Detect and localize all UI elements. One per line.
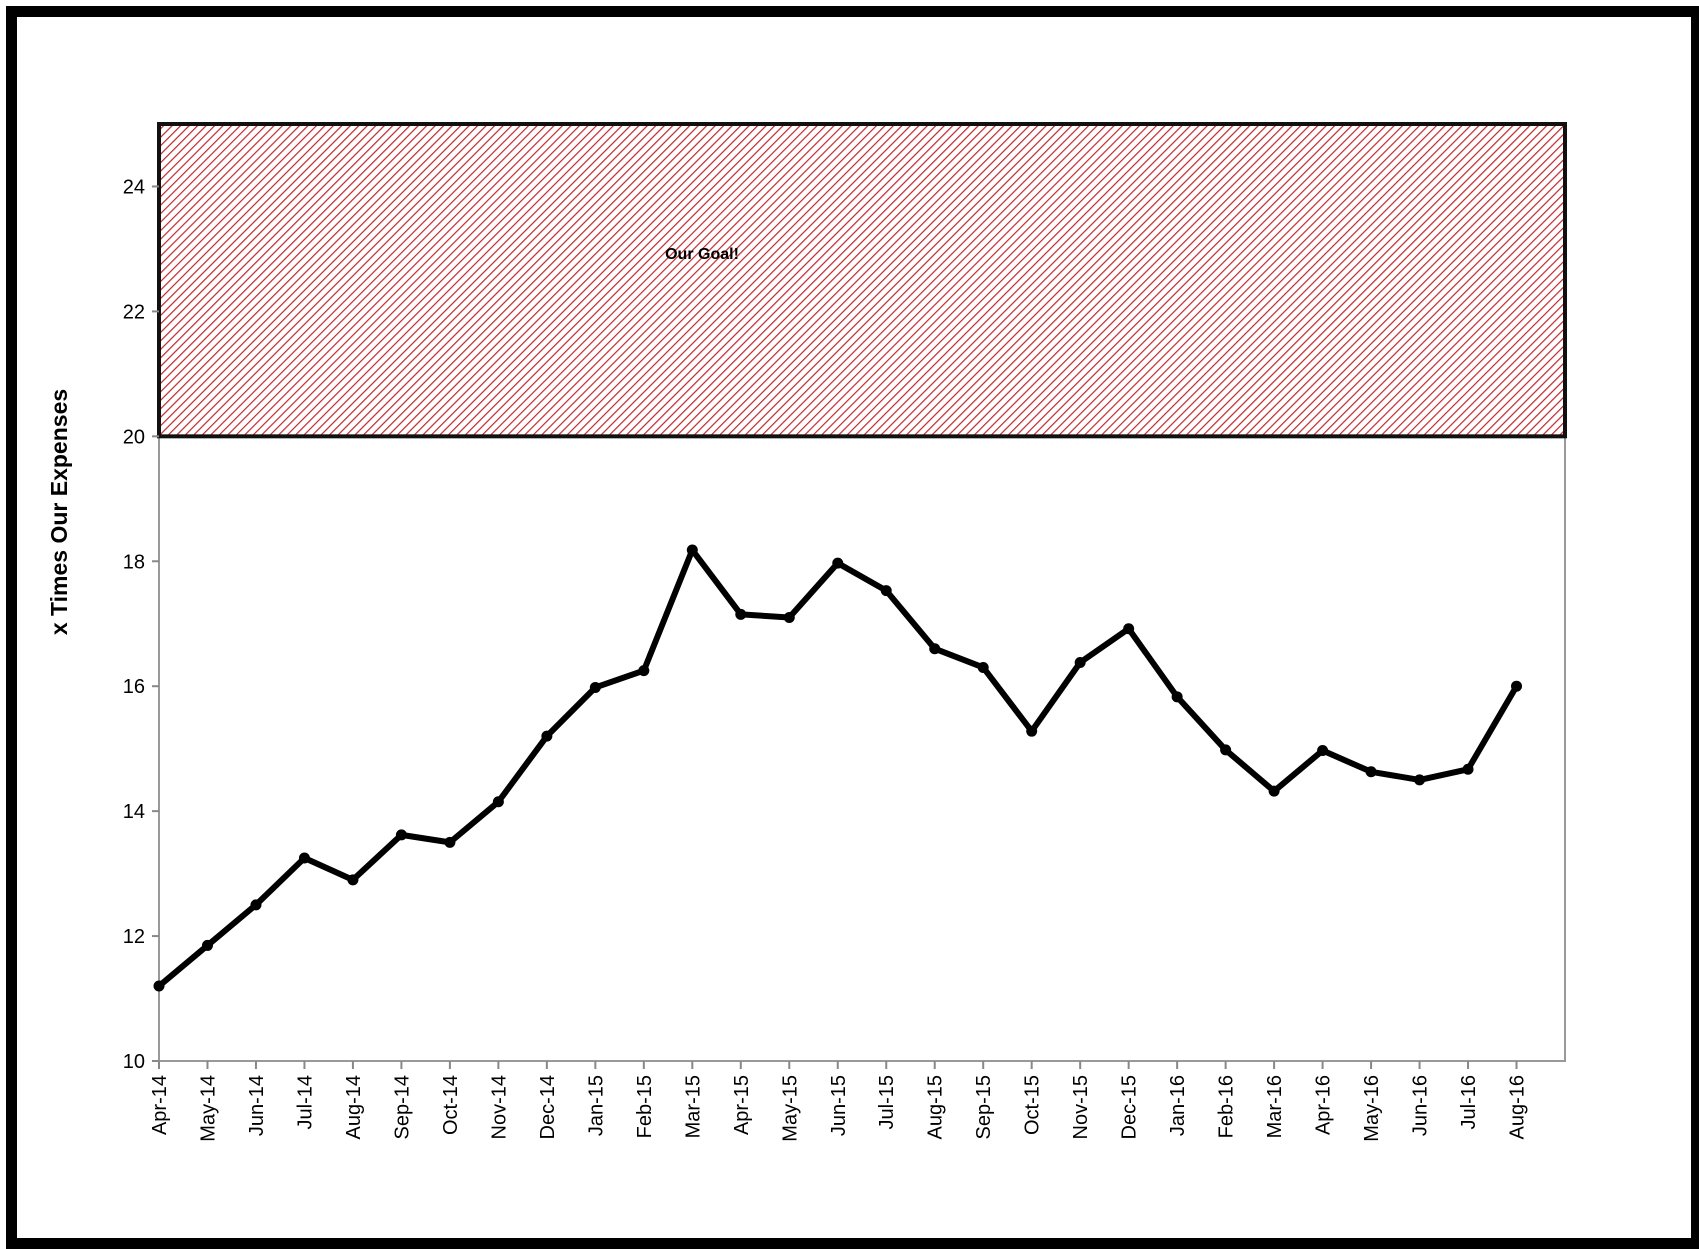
x-tick-label: Aug-14 bbox=[343, 1075, 365, 1140]
x-tick-label: Jan-16 bbox=[1167, 1075, 1189, 1136]
goal-band bbox=[157, 122, 1567, 439]
x-tick-label: Jun-14 bbox=[246, 1075, 268, 1136]
y-axis: 10 12 14 16 18 20 22 24 bbox=[123, 176, 159, 1073]
x-tick-label: Sep-15 bbox=[973, 1075, 995, 1140]
data-point bbox=[735, 608, 747, 620]
data-point bbox=[1511, 680, 1523, 692]
data-point bbox=[1074, 656, 1086, 668]
data-point bbox=[1462, 763, 1474, 775]
x-tick-label: Jun-16 bbox=[1410, 1075, 1432, 1136]
x-tick-label: Oct-14 bbox=[440, 1075, 462, 1135]
data-point bbox=[589, 681, 601, 693]
x-tick-label: Apr-15 bbox=[731, 1075, 753, 1135]
data-point bbox=[1317, 745, 1329, 757]
data-point bbox=[444, 836, 456, 848]
x-tick-label: Dec-15 bbox=[1119, 1075, 1141, 1139]
y-axis-title: x Times Our Expenses bbox=[46, 389, 72, 635]
x-tick-label: Sep-14 bbox=[391, 1075, 413, 1140]
x-tick-label: Apr-14 bbox=[149, 1075, 171, 1135]
data-point bbox=[395, 829, 407, 841]
x-tick-label: Jul-14 bbox=[294, 1075, 316, 1129]
data-point bbox=[1123, 623, 1135, 635]
data-point bbox=[492, 796, 504, 808]
data-point bbox=[638, 665, 650, 677]
data-point bbox=[686, 544, 698, 556]
data-point bbox=[977, 661, 989, 673]
data-point bbox=[347, 874, 359, 886]
x-tick-label: Nov-15 bbox=[1070, 1075, 1092, 1139]
y-tick-label: 20 bbox=[123, 426, 145, 448]
x-tick-label: May-14 bbox=[197, 1075, 219, 1142]
x-tick-label: Mar-16 bbox=[1264, 1075, 1286, 1138]
data-point bbox=[153, 980, 165, 992]
goal-band-label: Our Goal! bbox=[665, 246, 739, 263]
x-tick-label: Apr-16 bbox=[1313, 1075, 1335, 1135]
data-point bbox=[832, 557, 844, 569]
y-tick-label: 18 bbox=[123, 551, 145, 573]
series-line bbox=[157, 547, 1520, 989]
data-point bbox=[1220, 744, 1232, 756]
data-point bbox=[1171, 691, 1183, 703]
y-tick-label: 10 bbox=[123, 1051, 145, 1073]
data-point bbox=[880, 585, 892, 597]
x-tick-label: Feb-16 bbox=[1216, 1075, 1238, 1138]
x-tick-label: Oct-15 bbox=[1022, 1075, 1044, 1135]
data-point bbox=[1268, 785, 1280, 797]
data-point bbox=[250, 899, 262, 911]
x-tick-label: May-15 bbox=[779, 1075, 801, 1142]
x-axis: Apr-14 May-14 Jun-14 Jul-14 Aug-14 Sep-14 Oct-… bbox=[149, 1061, 1529, 1142]
x-tick-label: May-16 bbox=[1361, 1075, 1383, 1142]
y-tick-label: 14 bbox=[123, 801, 145, 823]
data-point bbox=[201, 939, 213, 951]
data-point bbox=[783, 611, 795, 623]
data-point bbox=[541, 730, 553, 742]
x-tick-label: Aug-16 bbox=[1507, 1075, 1529, 1140]
x-tick-label: Nov-14 bbox=[488, 1075, 510, 1139]
data-point bbox=[1026, 725, 1038, 737]
data-point bbox=[1414, 774, 1426, 786]
y-tick-label: 24 bbox=[123, 176, 145, 198]
x-tick-label: Jun-15 bbox=[828, 1075, 850, 1136]
x-tick-label: Jul-16 bbox=[1458, 1075, 1480, 1129]
x-tick-label: Jul-15 bbox=[876, 1075, 898, 1129]
y-tick-label: 16 bbox=[123, 676, 145, 698]
y-tick-label: 22 bbox=[123, 301, 145, 323]
x-tick-label: Mar-15 bbox=[682, 1075, 704, 1138]
y-tick-label: 12 bbox=[123, 926, 145, 948]
x-tick-label: Jan-15 bbox=[585, 1075, 607, 1136]
x-tick-label: Dec-14 bbox=[537, 1075, 559, 1139]
data-point bbox=[1365, 766, 1377, 778]
data-point bbox=[298, 852, 310, 864]
x-tick-label: Feb-15 bbox=[634, 1075, 656, 1138]
data-point bbox=[929, 643, 941, 655]
x-tick-label: Aug-15 bbox=[925, 1075, 947, 1140]
